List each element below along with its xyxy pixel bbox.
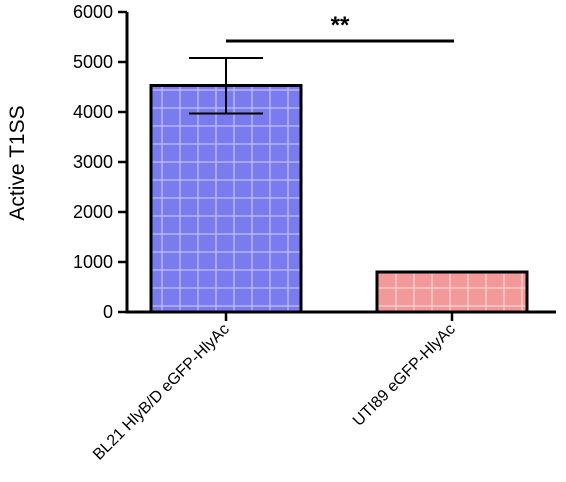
bars-layer [149, 57, 529, 314]
category-label-bl21: BL21 HlyB/D eGFP-HlyAc [90, 321, 233, 464]
y-tick-label: 1000 [73, 252, 113, 272]
y-tick-label: 3000 [73, 152, 113, 172]
y-tick-label: 0 [103, 302, 113, 322]
y-tick-label: 2000 [73, 202, 113, 222]
category-label-uti89: UTI89 eGFP-HlyAc [350, 321, 459, 430]
y-tick-label: 6000 [73, 2, 113, 22]
y-tick-label: 5000 [73, 52, 113, 72]
y-axis-title: Active T1SS [6, 105, 29, 220]
significance-label: ** [331, 12, 350, 39]
bar-uti89 [375, 270, 529, 314]
y-tick-label: 4000 [73, 102, 113, 122]
bar-bl21 [149, 84, 303, 314]
